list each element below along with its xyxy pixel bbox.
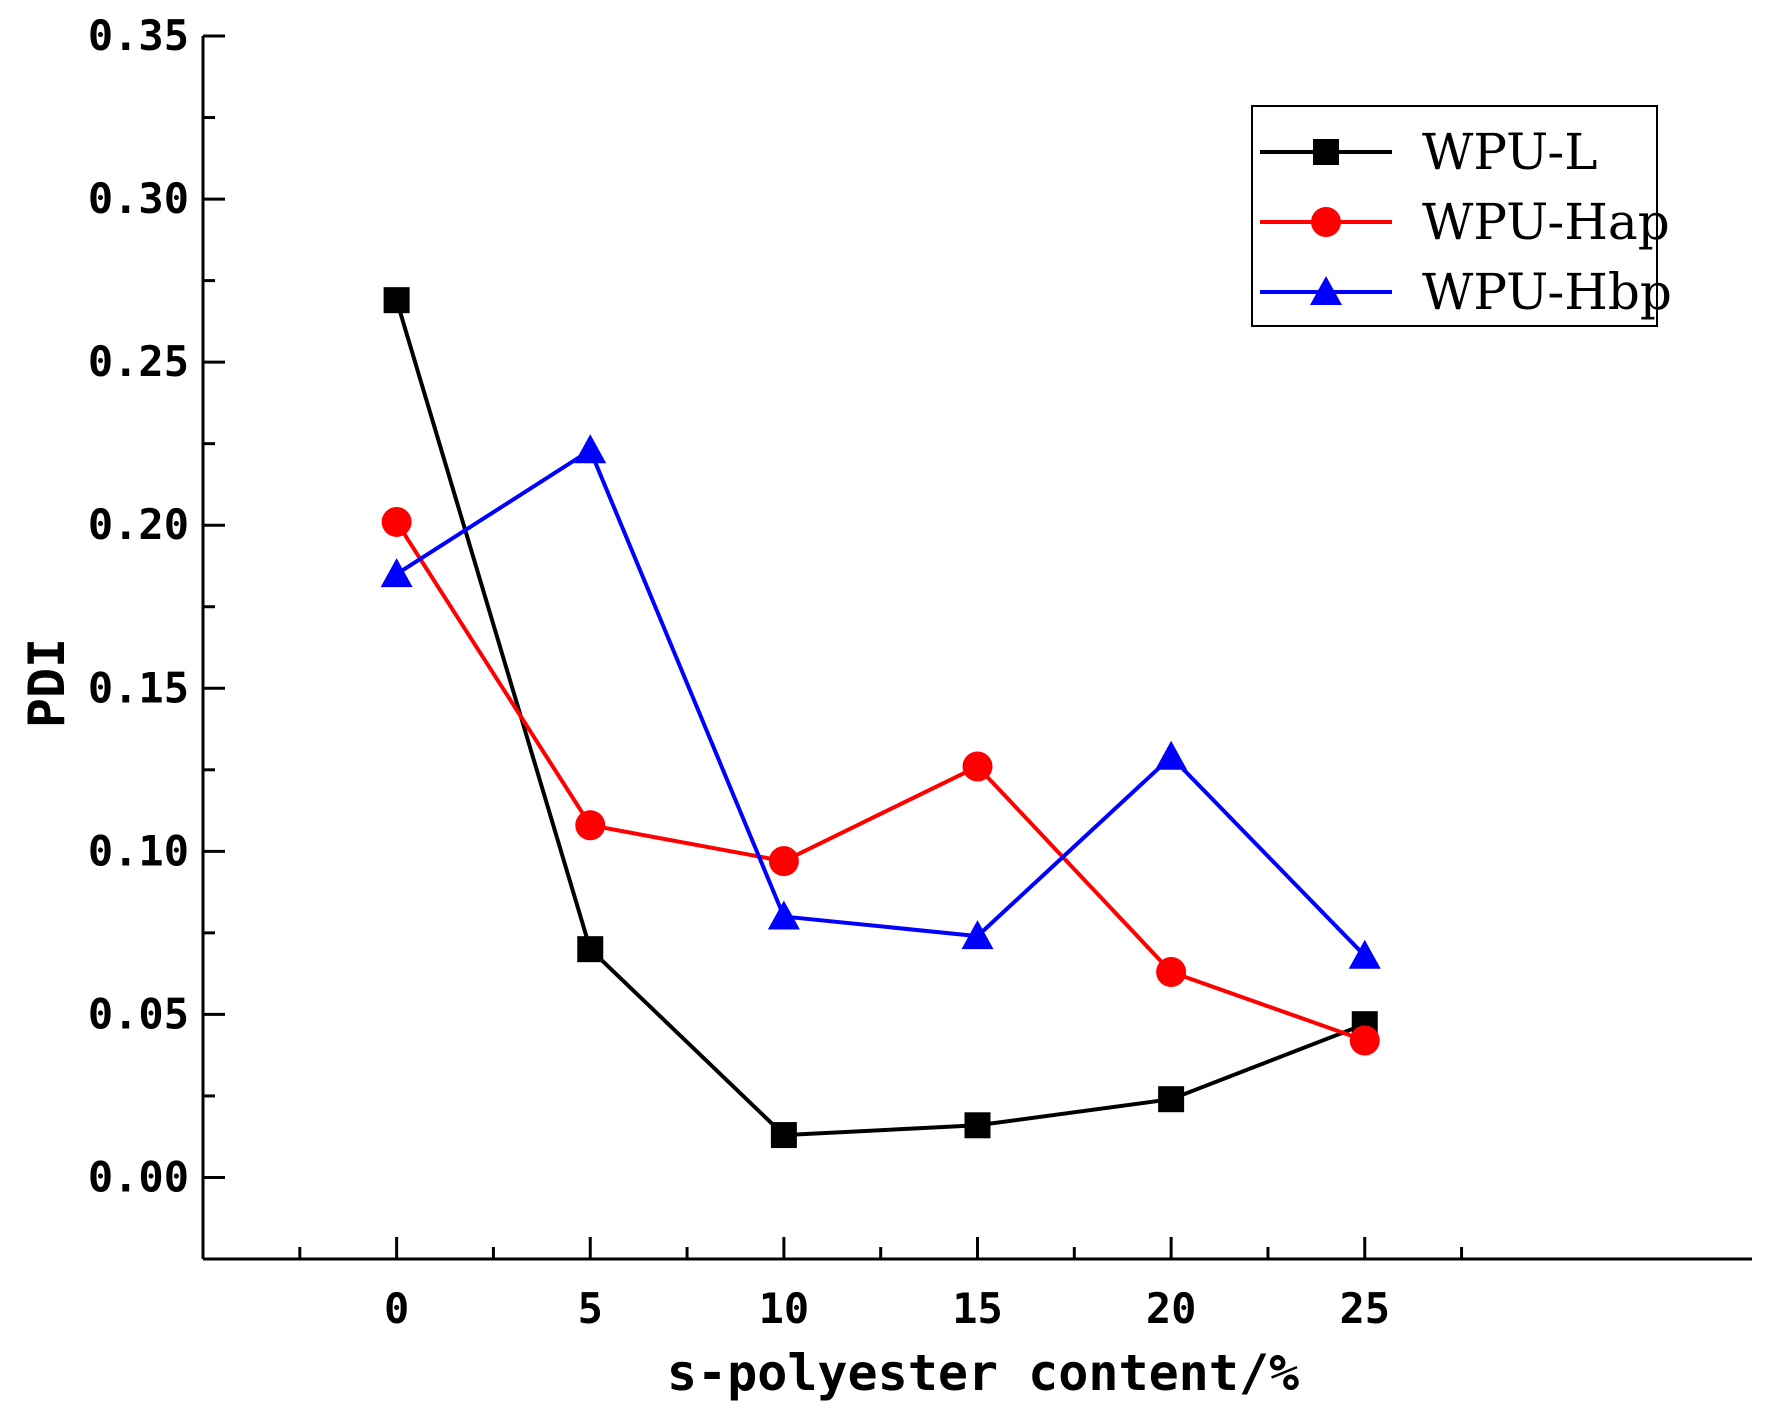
x-tick-label: 0 xyxy=(384,1284,409,1333)
legend-entry: WPU-L xyxy=(1260,123,1598,181)
legend-marker-square xyxy=(1313,139,1339,165)
series-line xyxy=(395,447,1367,958)
data-point-circle xyxy=(768,846,799,877)
data-point-triangle xyxy=(1155,740,1188,770)
data-point-triangle xyxy=(1348,939,1381,969)
legend-entry: WPU-Hbp xyxy=(1260,263,1672,321)
data-point-square xyxy=(1158,1086,1185,1113)
x-tick-label: 20 xyxy=(1146,1284,1197,1333)
legend-marker-triangle xyxy=(1310,276,1342,305)
legend-label: WPU-L xyxy=(1422,123,1598,181)
y-tick-label: 0.10 xyxy=(88,826,189,875)
series-line xyxy=(394,299,1366,1138)
series-line xyxy=(394,520,1366,1043)
y-axis-title: PDI xyxy=(18,638,76,728)
y-tick-label: 0.35 xyxy=(88,11,189,60)
legend-label: WPU-Hap xyxy=(1422,193,1670,251)
data-point-circle xyxy=(1156,957,1187,988)
axes: 0.00 0.05 0.10 0.15 0.20 0.25 0.30 0.35 0 5 10 15 20… xyxy=(88,11,1752,1333)
y-tick-label: 0.25 xyxy=(88,337,189,386)
data-point-square xyxy=(383,287,410,314)
data-point-square xyxy=(964,1112,991,1139)
legend-marker-circle xyxy=(1311,207,1341,237)
legend: WPU-L WPU-Hap WPU-Hbp xyxy=(1251,105,1672,327)
data-point-circle xyxy=(575,810,606,841)
x-tick-label: 10 xyxy=(759,1284,810,1333)
data-point-square xyxy=(577,936,604,963)
x-tick-label: 5 xyxy=(578,1284,603,1333)
y-tick-label: 0.05 xyxy=(88,989,189,1038)
x-tick-label: 25 xyxy=(1339,1284,1390,1333)
legend-label: WPU-Hbp xyxy=(1422,263,1672,321)
data-point-triangle xyxy=(574,434,607,464)
x-axis-title: s-polyester content/% xyxy=(667,1344,1299,1402)
data-point-circle xyxy=(381,506,412,537)
series-wpu-l xyxy=(383,287,1378,1149)
series-wpu-hap xyxy=(381,506,1380,1056)
y-tick-label: 0.00 xyxy=(88,1152,189,1201)
y-tick-label: 0.30 xyxy=(88,174,189,223)
y-tick-label: 0.20 xyxy=(88,500,189,549)
y-tick-label: 0.15 xyxy=(88,663,189,712)
data-point-triangle xyxy=(380,558,413,588)
data-point-triangle xyxy=(961,920,994,950)
data-point-triangle xyxy=(767,900,800,930)
series-wpu-hbp xyxy=(380,434,1381,969)
data-point-circle xyxy=(1349,1025,1380,1056)
series-group xyxy=(380,287,1381,1149)
legend-entry: WPU-Hap xyxy=(1260,193,1670,251)
data-point-square xyxy=(770,1122,797,1149)
data-point-circle xyxy=(962,751,993,782)
x-tick-label: 15 xyxy=(952,1284,1003,1333)
